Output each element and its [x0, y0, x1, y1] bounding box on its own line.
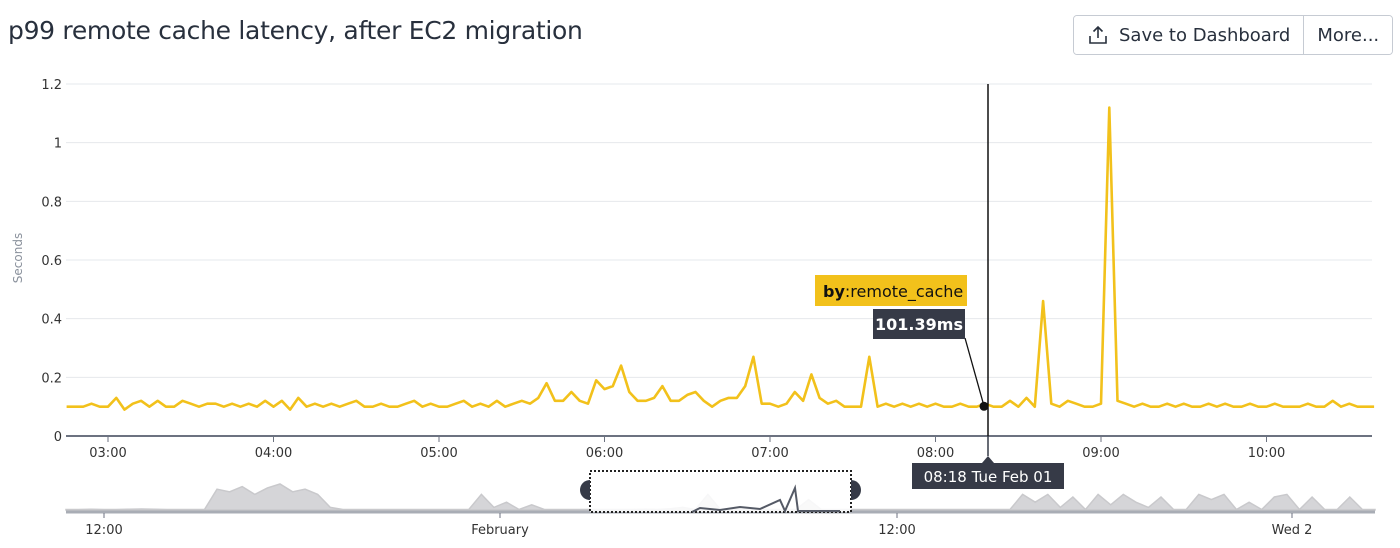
tooltip-series-box — [815, 275, 967, 306]
y-tick-label: 1 — [54, 137, 62, 152]
x-tick-label: 09:00 — [1082, 446, 1119, 461]
x-tick-label: 10:00 — [1248, 446, 1285, 461]
page-title: p99 remote cache latency, after EC2 migr… — [8, 16, 583, 45]
overview-left-handle[interactable] — [580, 480, 590, 500]
y-tick-label: 0.6 — [41, 254, 62, 269]
overview-selection[interactable] — [589, 470, 852, 513]
x-tick-label: 07:00 — [751, 446, 788, 461]
y-tick-label: 0.8 — [41, 195, 62, 210]
overview-right-handle[interactable] — [851, 480, 861, 500]
overview-navigator[interactable] — [65, 470, 1376, 514]
tooltip-leader — [964, 337, 985, 407]
y-axis-label: Seconds — [11, 233, 25, 283]
y-tick-label: 0.4 — [41, 313, 62, 328]
save-to-dashboard-button[interactable]: Save to Dashboard — [1074, 16, 1304, 54]
cursor-time-pointer — [982, 456, 994, 463]
x-tick-label: 04:00 — [255, 446, 292, 461]
series-line — [66, 106, 1375, 411]
tooltip-value-box — [873, 309, 965, 339]
x-tick-label: 06:00 — [586, 446, 623, 461]
cursor-time: 08:18 Tue Feb 01 — [924, 468, 1053, 486]
upload-icon — [1089, 25, 1107, 44]
cursor-time-box — [912, 463, 1064, 489]
tooltip-value: 101.39ms — [875, 315, 963, 334]
cursor-point — [979, 401, 989, 411]
y-tick-label: 0 — [54, 430, 62, 445]
save-label: Save to Dashboard — [1119, 24, 1291, 46]
overview-tick-label: 12:00 — [85, 523, 122, 538]
overview-tick-label: Wed 2 — [1272, 523, 1313, 538]
y-tick-label: 0.2 — [41, 371, 62, 386]
more-button[interactable]: More... — [1303, 16, 1393, 54]
x-tick-label: 08:00 — [917, 446, 954, 461]
overview-selected-series — [691, 484, 840, 514]
y-tick-label: 1.2 — [41, 78, 62, 93]
tooltip-series-label: by:remote_cache — [823, 282, 963, 302]
overview-tick-label: 12:00 — [878, 523, 915, 538]
x-tick-label: 05:00 — [420, 446, 457, 461]
overview-tick-label: February — [471, 523, 529, 538]
x-tick-label: 03:00 — [89, 446, 126, 461]
header-actions: Save to Dashboard More... — [1073, 15, 1394, 55]
